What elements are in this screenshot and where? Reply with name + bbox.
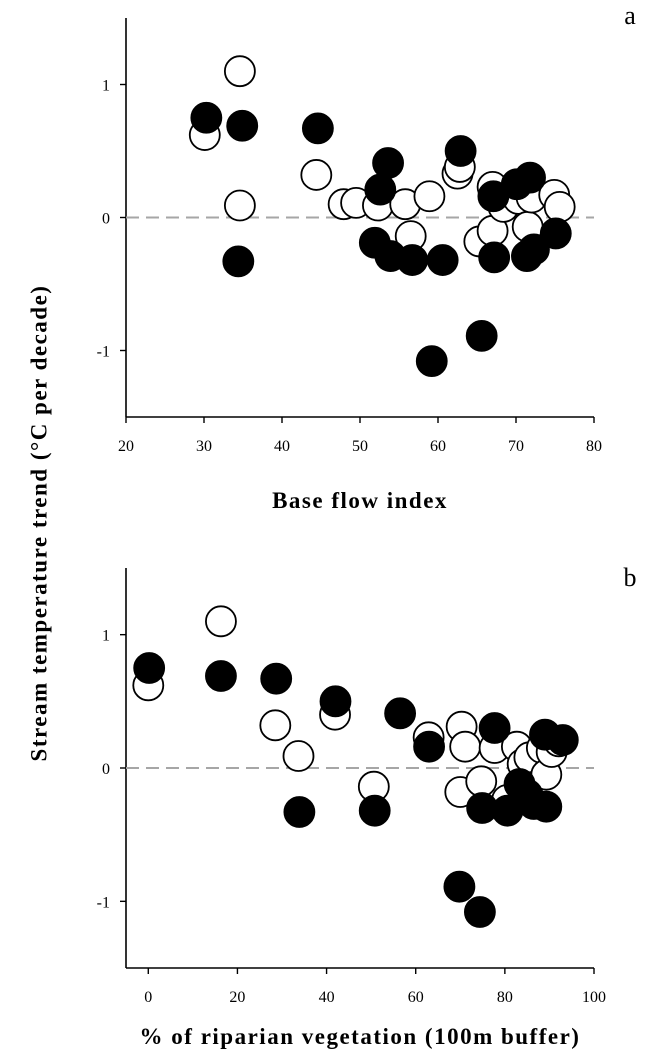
open-data-point — [543, 190, 576, 223]
open-data-point — [259, 709, 292, 742]
filled-data-point — [518, 233, 550, 266]
x-axis-label: % of riparian vegetation (100m buffer) — [140, 1024, 581, 1049]
panel-label: a — [624, 1, 636, 30]
filled-data-point — [384, 697, 417, 730]
y-tick-label: 0 — [102, 761, 110, 778]
open-data-point — [223, 189, 256, 222]
filled-data-point — [546, 724, 579, 756]
open-data-point — [223, 55, 256, 88]
x-axis-label: Base flow index — [272, 488, 448, 513]
filled-data-point — [301, 112, 334, 145]
y-tick-label: -1 — [97, 344, 110, 361]
x-tick-label: 80 — [497, 989, 513, 1006]
filled-data-point — [283, 796, 316, 828]
filled-data-point — [478, 241, 511, 274]
x-tick-label: 20 — [229, 989, 245, 1006]
open-data-point — [449, 730, 482, 763]
x-tick-label: 40 — [274, 438, 290, 455]
open-data-point — [300, 159, 333, 191]
x-tick-label: 20 — [118, 438, 134, 455]
filled-data-point — [413, 730, 445, 763]
filled-data-point — [444, 135, 477, 167]
x-tick-label: 40 — [319, 989, 335, 1006]
open-data-point — [413, 180, 446, 213]
filled-data-point — [415, 345, 448, 378]
filled-data-point — [426, 244, 459, 276]
y-tick-label: -1 — [97, 894, 110, 911]
filled-data-point — [133, 652, 166, 684]
open-data-point — [205, 605, 237, 638]
x-tick-label: 30 — [196, 438, 212, 455]
filled-data-point — [530, 790, 563, 823]
filled-data-point — [226, 109, 259, 142]
x-tick-label: 80 — [586, 438, 602, 455]
x-tick-label: 60 — [430, 438, 446, 455]
y-tick-label: 0 — [102, 211, 110, 228]
filled-data-point — [358, 794, 391, 827]
filled-data-point — [465, 319, 498, 352]
filled-data-point — [364, 173, 397, 206]
filled-data-point — [319, 685, 352, 718]
filled-data-point — [190, 101, 223, 134]
x-tick-label: 50 — [352, 438, 368, 455]
shared-y-axis-label: Stream temperature trend (°C per decade) — [26, 285, 51, 762]
filled-data-point — [539, 217, 572, 250]
y-tick-label: 1 — [102, 628, 110, 645]
x-tick-label: 100 — [582, 989, 606, 1006]
filled-data-point — [260, 662, 293, 695]
panel-label: b — [624, 563, 637, 592]
x-tick-label: 70 — [508, 438, 524, 455]
x-tick-label: 0 — [144, 989, 152, 1006]
filled-data-point — [222, 245, 255, 278]
filled-data-point — [396, 244, 429, 276]
filled-data-point — [372, 147, 404, 179]
filled-data-point — [463, 896, 496, 928]
filled-data-point — [443, 870, 476, 903]
scatter-panel-b: 0 20 40 60 80 100 1 0 -1 % of riparian vegetation… — [97, 563, 637, 1049]
scatter-panel-a: 20 30 40 50 60 70 80 1 0 -1 Base flow index a — [97, 1, 637, 513]
filled-data-point — [514, 161, 546, 194]
filled-data-point — [205, 660, 237, 692]
y-tick-label: 1 — [102, 78, 110, 95]
filled-data-point — [478, 712, 511, 744]
x-tick-label: 60 — [408, 989, 424, 1006]
open-data-point — [465, 765, 498, 798]
open-data-point — [282, 740, 315, 772]
